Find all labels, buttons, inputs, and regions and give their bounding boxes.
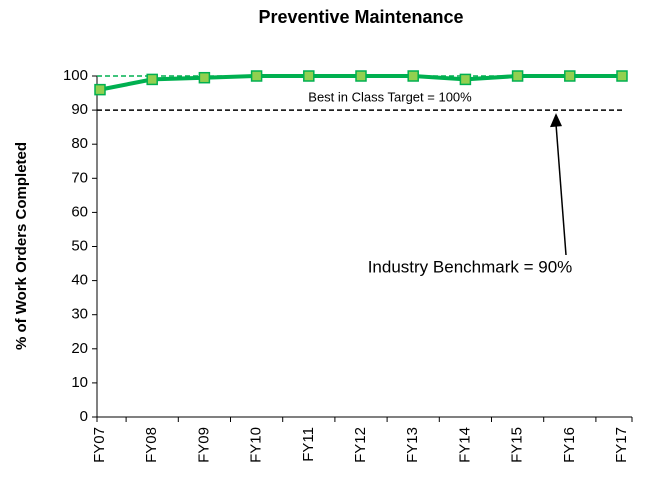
y-tick-label: 20: [71, 340, 88, 357]
y-tick-label: 100: [63, 67, 88, 84]
x-tick-label: FY13: [404, 427, 421, 463]
x-tick-label: FY08: [143, 427, 160, 463]
data-point: [303, 70, 315, 82]
y-axis-label: % of Work Orders Completed: [13, 142, 30, 350]
y-tick-label: 30: [71, 306, 88, 323]
x-tick-label: FY12: [352, 427, 369, 463]
chart-title: Preventive Maintenance: [258, 7, 463, 27]
data-point: [616, 70, 628, 82]
x-tick-label: FY17: [613, 427, 630, 463]
data-point: [198, 71, 211, 84]
data-point: [511, 70, 524, 82]
y-tick-label: 40: [71, 272, 88, 289]
y-tick-label: 50: [71, 237, 88, 254]
y-tick-label: 10: [71, 374, 88, 391]
arrow-head: [550, 113, 562, 128]
y-tick-label: 0: [80, 408, 88, 425]
x-tick-label: FY10: [248, 427, 265, 463]
x-tick-label: FY14: [456, 427, 473, 463]
y-tick-label: 80: [71, 135, 88, 152]
x-tick-label: FY16: [561, 427, 578, 463]
x-tick-label: FY11: [300, 427, 317, 462]
x-tick-label: FY09: [195, 427, 212, 463]
data-point: [459, 73, 472, 86]
data-point: [407, 70, 419, 82]
target-label: Best in Class Target = 100%: [308, 89, 472, 104]
y-tick-label: 60: [71, 203, 88, 220]
data-point: [355, 70, 367, 82]
benchmark-label: Industry Benchmark = 90%: [368, 257, 573, 276]
data-point: [250, 70, 263, 82]
data-point: [564, 70, 576, 82]
y-tick-label: 90: [71, 101, 88, 118]
x-tick-label: FY15: [509, 427, 526, 463]
annotation-arrow: [555, 124, 567, 256]
data-point: [94, 83, 106, 96]
y-tick-label: 70: [71, 169, 88, 186]
data-point: [146, 73, 158, 86]
x-tick-label: FY07: [91, 427, 108, 463]
